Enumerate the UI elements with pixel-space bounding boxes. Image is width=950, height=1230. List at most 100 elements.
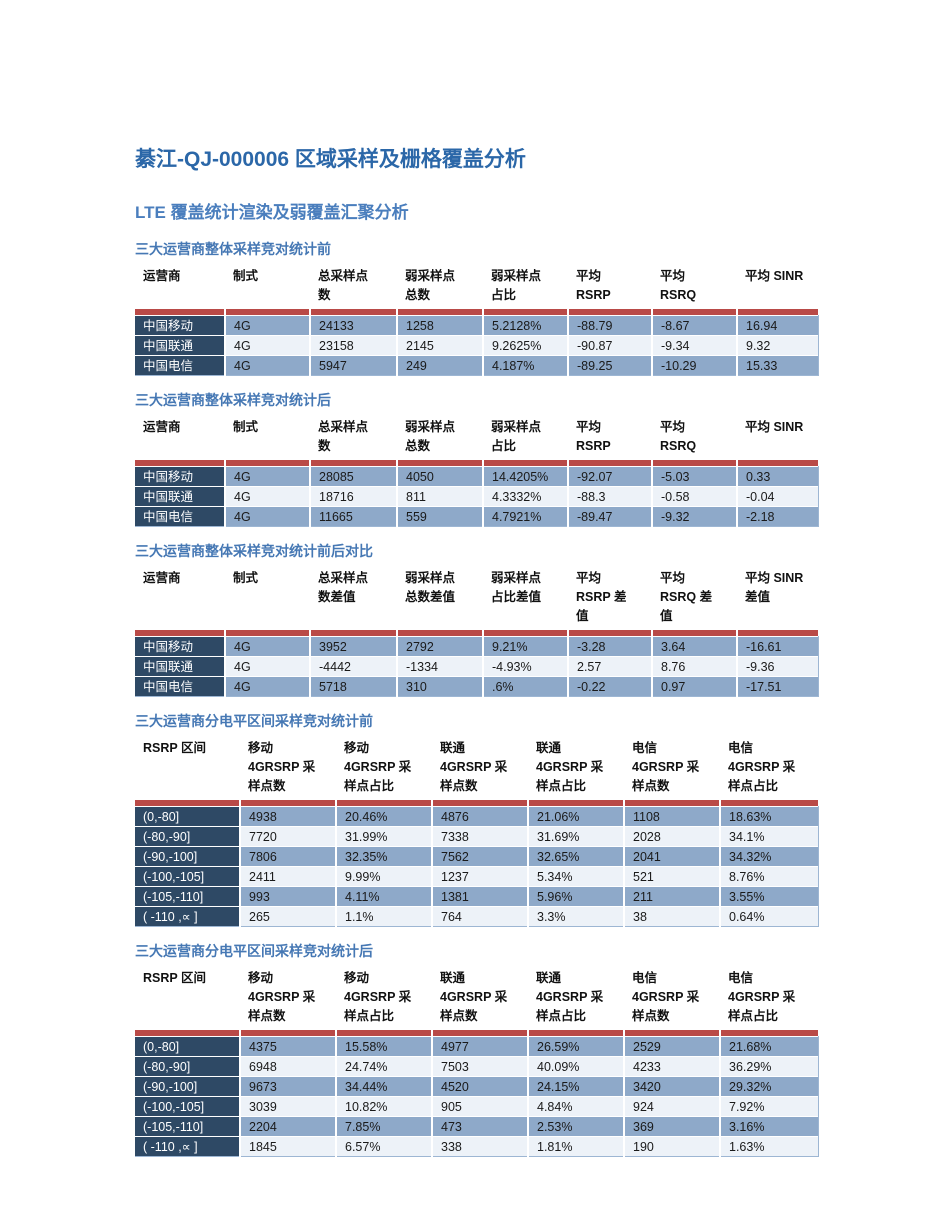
- data-cell: 18716: [309, 486, 397, 507]
- red-divider-cell: [396, 309, 483, 316]
- data-cell: 4G: [224, 656, 310, 677]
- row-header-cell: (0,-80]: [135, 1036, 240, 1057]
- data-cell: 4.187%: [482, 355, 568, 376]
- red-divider-cell: [335, 800, 432, 807]
- red-divider-cell: [135, 630, 225, 637]
- data-cell: 3.64: [651, 636, 737, 657]
- data-cell: 2028: [623, 826, 720, 847]
- data-cell: 29.32%: [719, 1076, 819, 1097]
- table-section: 三大运营商整体采样竞对统计后 运营商 制式 总采样点 数弱采样点 总数 弱采样点 占比…: [135, 391, 950, 527]
- red-divider-cell: [135, 800, 240, 807]
- data-cell: -89.25: [567, 355, 652, 376]
- data-cell: 8.76: [651, 656, 737, 677]
- table-row: (0,-80] 4938 20.46% 4876 21.06% 1108 18.63%: [135, 806, 819, 827]
- data-cell: 4.7921%: [482, 506, 568, 527]
- red-divider-cell: [527, 800, 624, 807]
- red-divider-cell: [396, 630, 483, 637]
- data-cell: 4.11%: [335, 886, 432, 907]
- data-cell: 3.55%: [719, 886, 819, 907]
- table-row: 中国电信 4G 11665 559 4.7921% -89.47 -9.32 -2.18: [135, 506, 819, 527]
- data-cell: -90.87: [567, 335, 652, 356]
- table-body: (0,-80] 4938 20.46% 4876 21.06% 1108 18.63% (-8…: [135, 806, 819, 927]
- column-header: 联通 4GRSRP 采 样点数: [432, 967, 528, 1030]
- data-cell: 21.68%: [719, 1036, 819, 1057]
- data-cell: 1108: [623, 806, 720, 827]
- data-cell: 5947: [309, 355, 397, 376]
- table-body: 中国移动 4G 28085 4050 14.4205% -92.07 -5.03 0.33 中国…: [135, 466, 819, 527]
- data-cell: 6948: [239, 1056, 336, 1077]
- column-header: 移动 4GRSRP 采 样点占比: [336, 737, 432, 800]
- column-header: 弱采样点 总数差值: [397, 567, 483, 630]
- data-cell: 6.57%: [335, 1136, 432, 1157]
- column-header: 弱采样点 占比差值: [483, 567, 568, 630]
- data-cell: 2529: [623, 1036, 720, 1057]
- red-divider-cell: [567, 309, 652, 316]
- data-cell: 0.64%: [719, 906, 819, 927]
- row-header-cell: 中国移动: [135, 315, 225, 336]
- table-row: ( -110 ,∝ ] 265 1.1% 764 3.3% 38 0.64%: [135, 906, 819, 927]
- section-heading: 三大运营商分电平区间采样竞对统计前: [135, 713, 373, 729]
- table-row: 中国联通 4G 18716 811 4.3332% -88.3 -0.58 -0.04: [135, 486, 819, 507]
- data-cell: -89.47: [567, 506, 652, 527]
- data-cell: 4520: [431, 1076, 528, 1097]
- data-cell: 3039: [239, 1096, 336, 1117]
- table-row: 中国电信 4G 5718 310.6% -0.22 0.97 -17.51: [135, 676, 819, 697]
- data-cell: 7806: [239, 846, 336, 867]
- data-cell: -10.29: [651, 355, 737, 376]
- data-cell: 1237: [431, 866, 528, 887]
- column-header: 平均 SINR: [737, 265, 818, 309]
- data-cell: 15.33: [736, 355, 819, 376]
- column-header: 运营商: [135, 567, 225, 630]
- data-cell: -9.36: [736, 656, 819, 677]
- red-divider-cell: [623, 800, 720, 807]
- document-subtitle: LTE 覆盖统计渲染及弱覆盖汇聚分析: [135, 203, 409, 222]
- data-cell: 4375: [239, 1036, 336, 1057]
- table-row: 中国联通 4G 23158 2145 9.2625% -90.87 -9.34 9.32: [135, 335, 819, 356]
- column-header: 电信 4GRSRP 采 样点数: [624, 737, 720, 800]
- column-header: 平均 RSRQ: [652, 265, 737, 309]
- data-cell: 31.69%: [527, 826, 624, 847]
- red-divider-cell: [736, 630, 818, 637]
- data-cell: 3.16%: [719, 1116, 819, 1137]
- column-header: 移动 4GRSRP 采 样点数: [240, 737, 336, 800]
- table-header: 运营商 制式 总采样点 数弱采样点 总数 弱采样点 占比 平均 RSRP 平均 RSRQ 平…: [135, 265, 818, 316]
- red-divider-cell: [309, 630, 397, 637]
- data-cell: -8.67: [651, 315, 737, 336]
- column-header: 移动 4GRSRP 采 样点占比: [336, 967, 432, 1030]
- data-cell: 34.32%: [719, 846, 819, 867]
- red-divider-row: [135, 460, 818, 467]
- data-cell: 4.3332%: [482, 486, 568, 507]
- red-divider-cell: [719, 1030, 818, 1037]
- column-header: 运营商: [135, 265, 225, 309]
- table-row: (-100,-105] 2411 9.99% 1237 5.34% 521 8.76%: [135, 866, 819, 887]
- table-row: (-80,-90] 7720 31.99% 7338 31.69% 2028 34.1%: [135, 826, 819, 847]
- table-row: 中国移动 4G 24133 1258 5.2128% -88.79 -8.67 16.94: [135, 315, 819, 336]
- red-divider-cell: [135, 460, 225, 467]
- data-cell: -17.51: [736, 676, 819, 697]
- data-cell: 9.21%: [482, 636, 568, 657]
- data-cell: -3.28: [567, 636, 652, 657]
- row-header-cell: (-105,-110]: [135, 886, 240, 907]
- table-header-row: 运营商 制式 总采样点 数差值 弱采样点 总数差值 弱采样点 占比差值 平均 RSRP 差…: [135, 567, 818, 630]
- data-cell: 764: [431, 906, 528, 927]
- data-cell: 4G: [224, 355, 310, 376]
- data-cell: 4G: [224, 506, 310, 527]
- column-header: 平均 RSRQ: [652, 416, 737, 460]
- red-divider-cell: [651, 630, 737, 637]
- data-cell: 2792: [396, 636, 483, 657]
- data-cell: 2.53%: [527, 1116, 624, 1137]
- data-cell: 11665: [309, 506, 397, 527]
- table-header-row: RSRP 区间 移动 4GRSRP 采 样点数 移动 4GRSRP 采 样点占比 联通…: [135, 967, 818, 1030]
- red-divider-cell: [224, 309, 310, 316]
- data-cell: 7720: [239, 826, 336, 847]
- column-header: 平均 RSRP 差 值: [568, 567, 652, 630]
- column-header: 总采样点 数: [310, 265, 397, 309]
- data-cell: 993: [239, 886, 336, 907]
- red-divider-cell: [736, 309, 818, 316]
- data-cell: 7.85%: [335, 1116, 432, 1137]
- statistics-table: 运营商 制式 总采样点 数差值 弱采样点 总数差值 弱采样点 占比差值 平均 RSRP 差…: [135, 567, 819, 697]
- row-header-cell: (-100,-105]: [135, 866, 240, 887]
- data-cell: -0.22: [567, 676, 652, 697]
- data-cell: 5.96%: [527, 886, 624, 907]
- data-cell: -16.61: [736, 636, 819, 657]
